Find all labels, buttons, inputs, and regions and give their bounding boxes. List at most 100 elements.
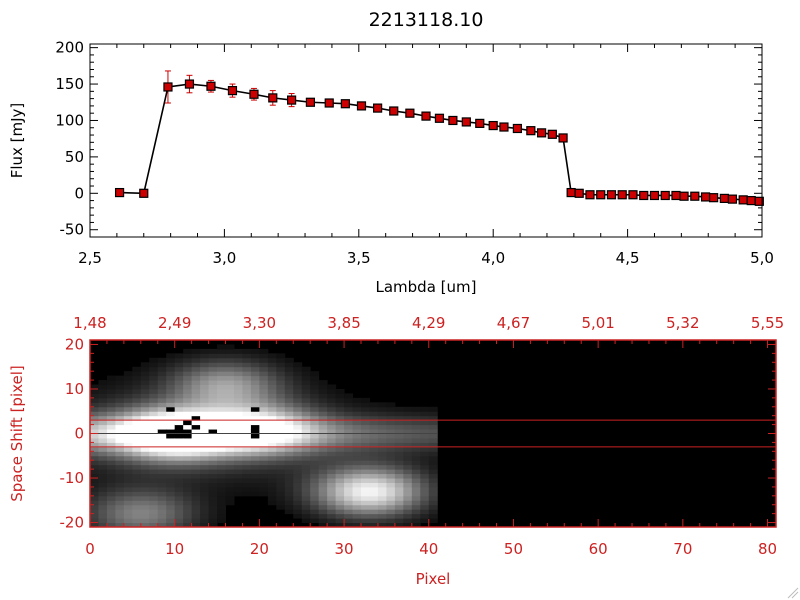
- image-pixel: [301, 446, 311, 452]
- image-pixel: [132, 424, 142, 430]
- image-pixel: [318, 513, 328, 519]
- image-pixel: [132, 397, 142, 403]
- image-pixel: [267, 388, 277, 394]
- image-pixel: [115, 518, 125, 524]
- image-pixel: [191, 424, 201, 430]
- image-pixel: [293, 504, 303, 510]
- image-pixel: [132, 406, 142, 412]
- image-pixel: [259, 415, 269, 421]
- image-pixel: [250, 406, 260, 412]
- image-pixel: [420, 420, 430, 426]
- image-pixel: [293, 451, 303, 457]
- image-pixel: [90, 446, 99, 452]
- image-pixel: [284, 500, 294, 506]
- image-pixel: [166, 357, 176, 363]
- image-pixel: [369, 429, 379, 434]
- image-pixel: [369, 446, 379, 452]
- image-pixel: [166, 393, 176, 399]
- image-pixel: [411, 509, 421, 515]
- image-pixel: [183, 513, 193, 519]
- image-pixel: [301, 464, 311, 470]
- image-pixel: [344, 486, 354, 492]
- image-pixel: [394, 424, 404, 430]
- image-pixel: [191, 451, 201, 457]
- data-point: [639, 190, 649, 201]
- resize-grip-icon[interactable]: [787, 587, 799, 599]
- image-pixel: [174, 509, 184, 515]
- data-point: [700, 192, 711, 202]
- pixel-tick-label: 50: [504, 540, 523, 558]
- image-pixel: [259, 424, 269, 430]
- image-pixel: [352, 442, 362, 448]
- image-pixel: [361, 451, 370, 457]
- image-pixel: [250, 433, 260, 439]
- image-pixel: [98, 522, 108, 528]
- image-pixel: [318, 509, 328, 515]
- image-pixel: [267, 366, 277, 372]
- image-pixel: [242, 437, 252, 443]
- image-pixel: [250, 415, 260, 421]
- image-pixel: [386, 478, 396, 483]
- image-pixel: [361, 402, 370, 408]
- image-pixel: [157, 393, 167, 399]
- image-pixel: [115, 437, 125, 443]
- image-pixel: [411, 451, 421, 457]
- image-pixel: [411, 513, 421, 519]
- image-pixel: [123, 469, 133, 475]
- image-pixel: [183, 464, 193, 470]
- data-point: [287, 95, 297, 105]
- image-pixel: [361, 522, 370, 528]
- image-pixel: [217, 478, 227, 483]
- image-pixel: [420, 437, 430, 443]
- image-pixel: [344, 402, 354, 408]
- image-pixel: [284, 491, 294, 497]
- image-pixel: [394, 504, 404, 510]
- image-pixel: [352, 486, 362, 492]
- image-pixel: [344, 446, 354, 452]
- image-pixel: [327, 491, 337, 497]
- image-pixel: [267, 491, 277, 497]
- image-pixel: [106, 420, 116, 426]
- wavelength-tick-label: 4,67: [497, 314, 530, 332]
- image-pixel: [250, 380, 260, 386]
- image-pixel: [344, 420, 354, 426]
- image-pixel: [217, 442, 227, 448]
- image-pixel: [225, 357, 235, 363]
- image-pixel: [233, 384, 243, 390]
- image-pixel: [166, 429, 176, 434]
- image-pixel: [259, 482, 269, 488]
- image-pixel: [267, 429, 277, 434]
- data-point: [373, 103, 383, 113]
- image-pixel: [420, 429, 430, 434]
- image-pixel: [149, 415, 159, 421]
- image-pixel: [217, 420, 227, 426]
- image-pixel: [335, 500, 345, 506]
- image-pixel: [225, 380, 235, 386]
- data-point: [738, 195, 748, 205]
- image-pixel: [369, 424, 379, 430]
- image-pixel: [352, 495, 362, 501]
- image-pixel: [183, 482, 193, 488]
- image-pixel: [98, 442, 108, 448]
- image-pixel: [310, 486, 320, 492]
- image-pixel: [327, 429, 337, 434]
- image-pixel: [191, 380, 201, 386]
- image-pixel: [318, 482, 328, 488]
- image-pixel: [174, 513, 184, 519]
- image-pixel: [352, 473, 362, 479]
- image-pixel: [225, 473, 235, 479]
- image-pixel: [90, 424, 99, 430]
- image-pixel: [106, 473, 116, 479]
- image-pixel: [208, 495, 218, 501]
- image-pixel: [250, 397, 260, 403]
- image-pixel: [293, 366, 303, 372]
- image-pixel: [250, 411, 260, 417]
- image-pixel: [217, 415, 227, 421]
- image-pixel: [106, 504, 116, 510]
- image-pixel: [208, 469, 218, 475]
- image-pixel: [183, 371, 193, 377]
- image-pixel: [310, 451, 320, 457]
- image-pixel: [200, 504, 210, 510]
- image-pixel: [242, 446, 252, 452]
- image-pixel: [225, 455, 235, 461]
